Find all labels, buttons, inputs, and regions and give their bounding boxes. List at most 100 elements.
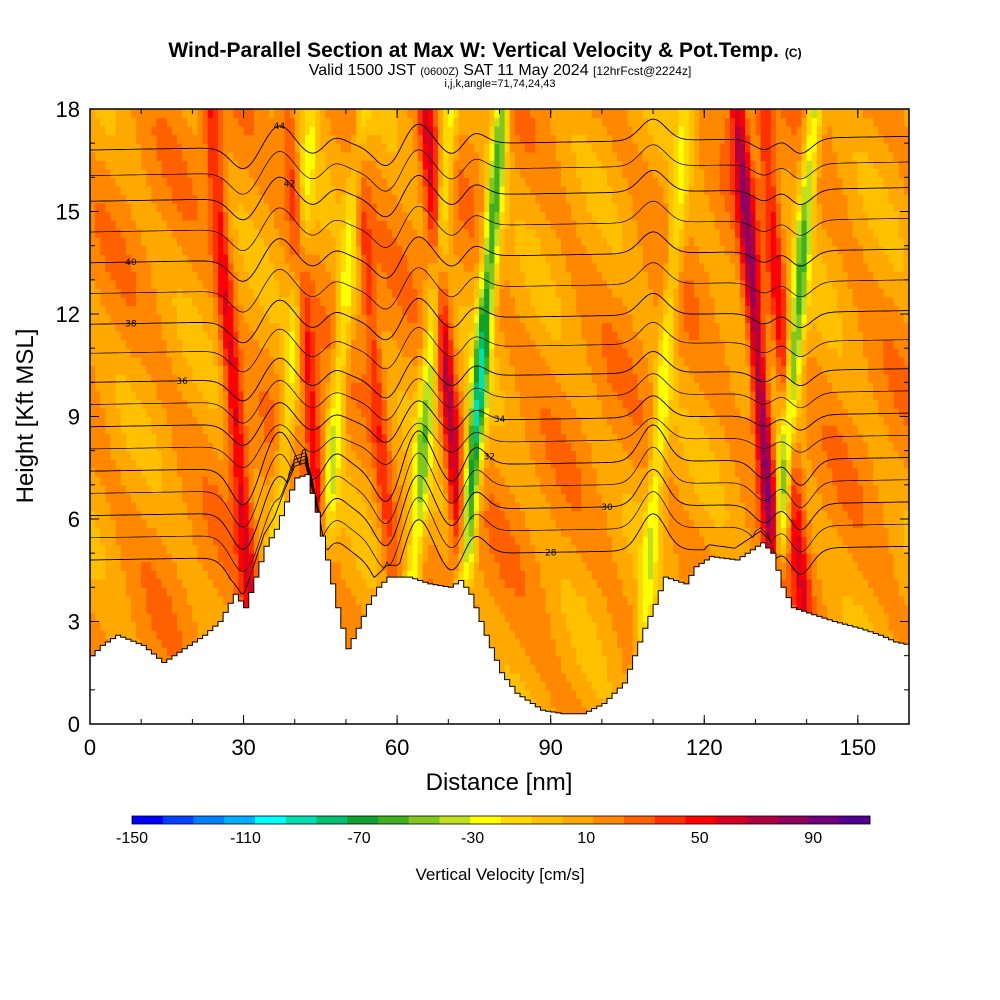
field-cell [202, 228, 209, 238]
field-cell [125, 339, 132, 349]
field-cell [217, 117, 224, 127]
field-cell [125, 194, 132, 204]
field-cell [335, 288, 342, 298]
field-cell [136, 134, 142, 144]
field-cell [269, 476, 275, 486]
field-cell [438, 407, 444, 418]
field-cell [402, 407, 408, 418]
field-cell [207, 587, 214, 597]
field-cell [187, 305, 193, 315]
field-cell [279, 467, 286, 477]
field-cell [438, 202, 444, 213]
field-cell [233, 314, 240, 324]
field-cell [325, 365, 332, 375]
field-cell [187, 356, 193, 366]
field-cell [402, 501, 408, 512]
field-cell [258, 134, 265, 144]
field-cell [274, 322, 280, 332]
field-cell [212, 143, 219, 153]
field-cell [182, 450, 188, 460]
field-cell [381, 476, 388, 486]
field-cell [228, 442, 234, 452]
field-cell [366, 433, 373, 443]
field-cell [325, 168, 332, 178]
field-cell [325, 510, 332, 520]
field-cell [171, 390, 178, 401]
field-cell [315, 416, 321, 426]
field-cell [264, 519, 270, 529]
field-cell [182, 612, 188, 623]
field-cell [320, 177, 327, 187]
field-cell [356, 450, 362, 460]
field-cell [141, 476, 147, 486]
field-cell [105, 425, 112, 435]
field-cell [187, 185, 193, 196]
field-cell [279, 416, 286, 426]
field-cell [320, 519, 327, 529]
field-cell [217, 365, 224, 375]
field-cell [417, 271, 424, 281]
field-cell [427, 493, 434, 503]
field-cell [386, 228, 393, 238]
field-cell [120, 450, 127, 460]
field-cell [161, 211, 168, 221]
field-cell [325, 228, 332, 238]
field-cell [417, 322, 424, 332]
field-cell [177, 365, 183, 375]
field-cell [197, 399, 204, 409]
field-cell [95, 476, 101, 486]
field-cell [258, 433, 265, 443]
field-cell [412, 425, 419, 435]
field-cell [274, 254, 280, 264]
field-cell [279, 177, 286, 187]
field-cell [361, 553, 368, 563]
field-cell [248, 348, 255, 358]
field-cell [402, 390, 408, 401]
field-cell [438, 527, 444, 537]
field-cell [207, 134, 214, 144]
field-cell [320, 331, 327, 341]
field-cell [269, 202, 275, 213]
field-cell [233, 134, 240, 144]
field-cell [151, 134, 158, 144]
field-cell [284, 399, 291, 409]
field-cell [197, 279, 204, 289]
field-cell [356, 365, 362, 375]
field-cell [320, 168, 327, 178]
field-cell [269, 314, 275, 324]
field-cell [136, 109, 142, 119]
field-cell [392, 570, 398, 580]
field-cell [146, 185, 153, 196]
field-cell [182, 484, 188, 494]
field-cell [151, 493, 158, 503]
field-cell [386, 117, 393, 127]
field-cell [105, 604, 112, 614]
field-cell [279, 348, 286, 358]
field-cell [100, 202, 106, 213]
field-cell [284, 109, 291, 119]
field-cell [177, 185, 183, 196]
field-cell [366, 467, 373, 477]
field-cell [182, 160, 188, 170]
field-cell [146, 220, 153, 230]
field-cell [125, 433, 132, 443]
field-cell [161, 194, 168, 204]
field-cell [422, 536, 429, 546]
field-cell [182, 536, 188, 546]
field-cell [100, 194, 106, 204]
field-cell [412, 211, 419, 221]
field-cell [356, 202, 362, 213]
field-cell [217, 519, 224, 529]
field-cell [125, 356, 132, 366]
field-cell [197, 117, 204, 127]
field-cell [171, 288, 178, 298]
field-cell [217, 254, 224, 264]
field-cell [248, 519, 255, 529]
field-cell [412, 459, 419, 469]
field-cell [361, 339, 368, 349]
field-cell [443, 570, 449, 580]
field-cell [397, 390, 403, 401]
field-cell [274, 271, 280, 281]
field-cell [243, 399, 250, 409]
field-cell [130, 202, 137, 213]
